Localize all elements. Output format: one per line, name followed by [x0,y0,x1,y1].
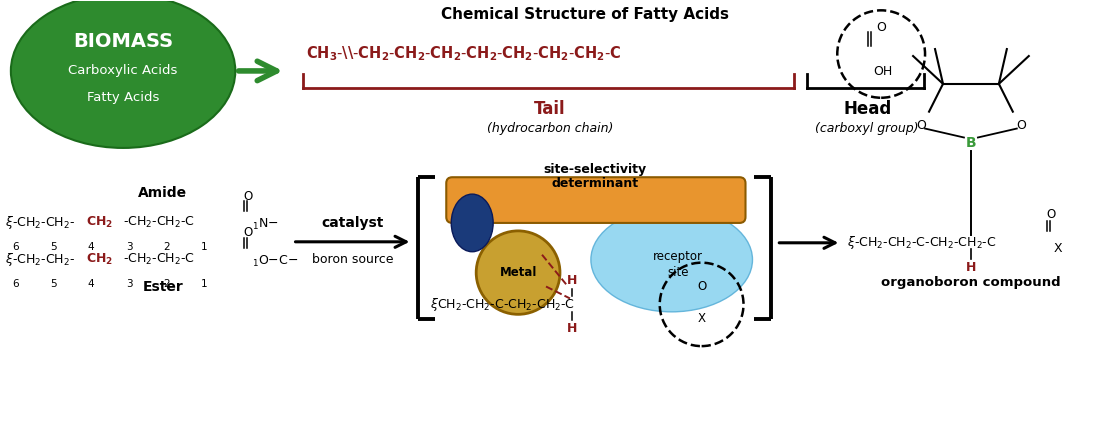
Text: determinant: determinant [551,177,638,190]
Ellipse shape [11,0,235,148]
Text: Amide: Amide [139,186,187,200]
Text: -CH$_2$-CH$_2$-C: -CH$_2$-CH$_2$-C [123,252,195,267]
Text: $\xi$-CH$_2$-CH$_2$-: $\xi$-CH$_2$-CH$_2$- [6,215,76,232]
Text: O: O [243,227,252,239]
Text: 3: 3 [125,242,132,252]
Text: O: O [697,280,706,293]
Text: H: H [566,322,578,335]
Text: Tail: Tail [535,100,565,118]
Text: Metal: Metal [499,266,537,279]
Text: O: O [877,21,887,34]
Text: catalyst: catalyst [321,216,384,230]
Text: -CH$_2$-CH$_2$-C: -CH$_2$-CH$_2$-C [123,215,195,230]
Text: $\mathbf{CH_3\text{-}\backslash\backslash\text{-}CH_2\text{-}CH_2\text{-}CH_2\te: $\mathbf{CH_3\text{-}\backslash\backslas… [306,45,622,63]
Text: X: X [697,312,705,325]
Text: 4: 4 [88,242,95,252]
Text: organoboron compound: organoboron compound [881,276,1060,289]
Text: 6: 6 [12,278,19,289]
Text: O: O [1016,119,1025,132]
Text: site: site [667,266,689,279]
Text: $\xi$CH$_2$-CH$_2$-C-CH$_2$-CH$_2$-C: $\xi$CH$_2$-CH$_2$-C-CH$_2$-CH$_2$-C [430,296,575,313]
FancyBboxPatch shape [447,177,746,223]
Text: 5: 5 [50,278,56,289]
Text: B: B [966,136,976,150]
Text: 6: 6 [12,242,19,252]
Text: H: H [566,274,578,287]
Text: Fatty Acids: Fatty Acids [87,91,160,104]
Text: $\mathbf{CH_2}$: $\mathbf{CH_2}$ [86,252,113,267]
Text: (hydrocarbon chain): (hydrocarbon chain) [487,122,613,135]
Circle shape [476,231,560,314]
Text: $\mathbf{CH_2}$: $\mathbf{CH_2}$ [86,215,113,230]
Text: (carboxyl group): (carboxyl group) [815,122,918,135]
Text: O: O [916,119,926,132]
Text: O: O [1046,209,1055,221]
Text: $\xi$-CH$_2$-CH$_2$-C-CH$_2$-CH$_2$-C: $\xi$-CH$_2$-CH$_2$-C-CH$_2$-CH$_2$-C [847,234,997,251]
Text: boron source: boron source [311,253,394,266]
Text: $\xi$-CH$_2$-CH$_2$-: $\xi$-CH$_2$-CH$_2$- [6,251,76,268]
Text: 2: 2 [164,242,170,252]
Ellipse shape [591,207,752,312]
Text: 1: 1 [200,242,207,252]
Text: BIOMASS: BIOMASS [73,31,173,51]
Text: X: X [1054,242,1063,255]
Text: receptor: receptor [652,250,703,263]
Text: 4: 4 [88,278,95,289]
Text: Carboxylic Acids: Carboxylic Acids [68,65,178,77]
Ellipse shape [451,194,493,252]
Text: O: O [243,190,252,203]
Text: Chemical Structure of Fatty Acids: Chemical Structure of Fatty Acids [441,7,729,22]
Text: H: H [966,261,976,274]
Text: 5: 5 [50,242,56,252]
Text: $_1$N$-$: $_1$N$-$ [252,217,278,232]
Text: 3: 3 [125,278,132,289]
Text: OH: OH [873,65,893,79]
Text: site-selectivity: site-selectivity [543,163,647,176]
Text: Ester: Ester [143,280,184,294]
Text: 2: 2 [164,278,170,289]
Text: $_1$O$-$C$-$: $_1$O$-$C$-$ [252,254,298,269]
Text: Head: Head [843,100,891,118]
Text: 1: 1 [200,278,207,289]
